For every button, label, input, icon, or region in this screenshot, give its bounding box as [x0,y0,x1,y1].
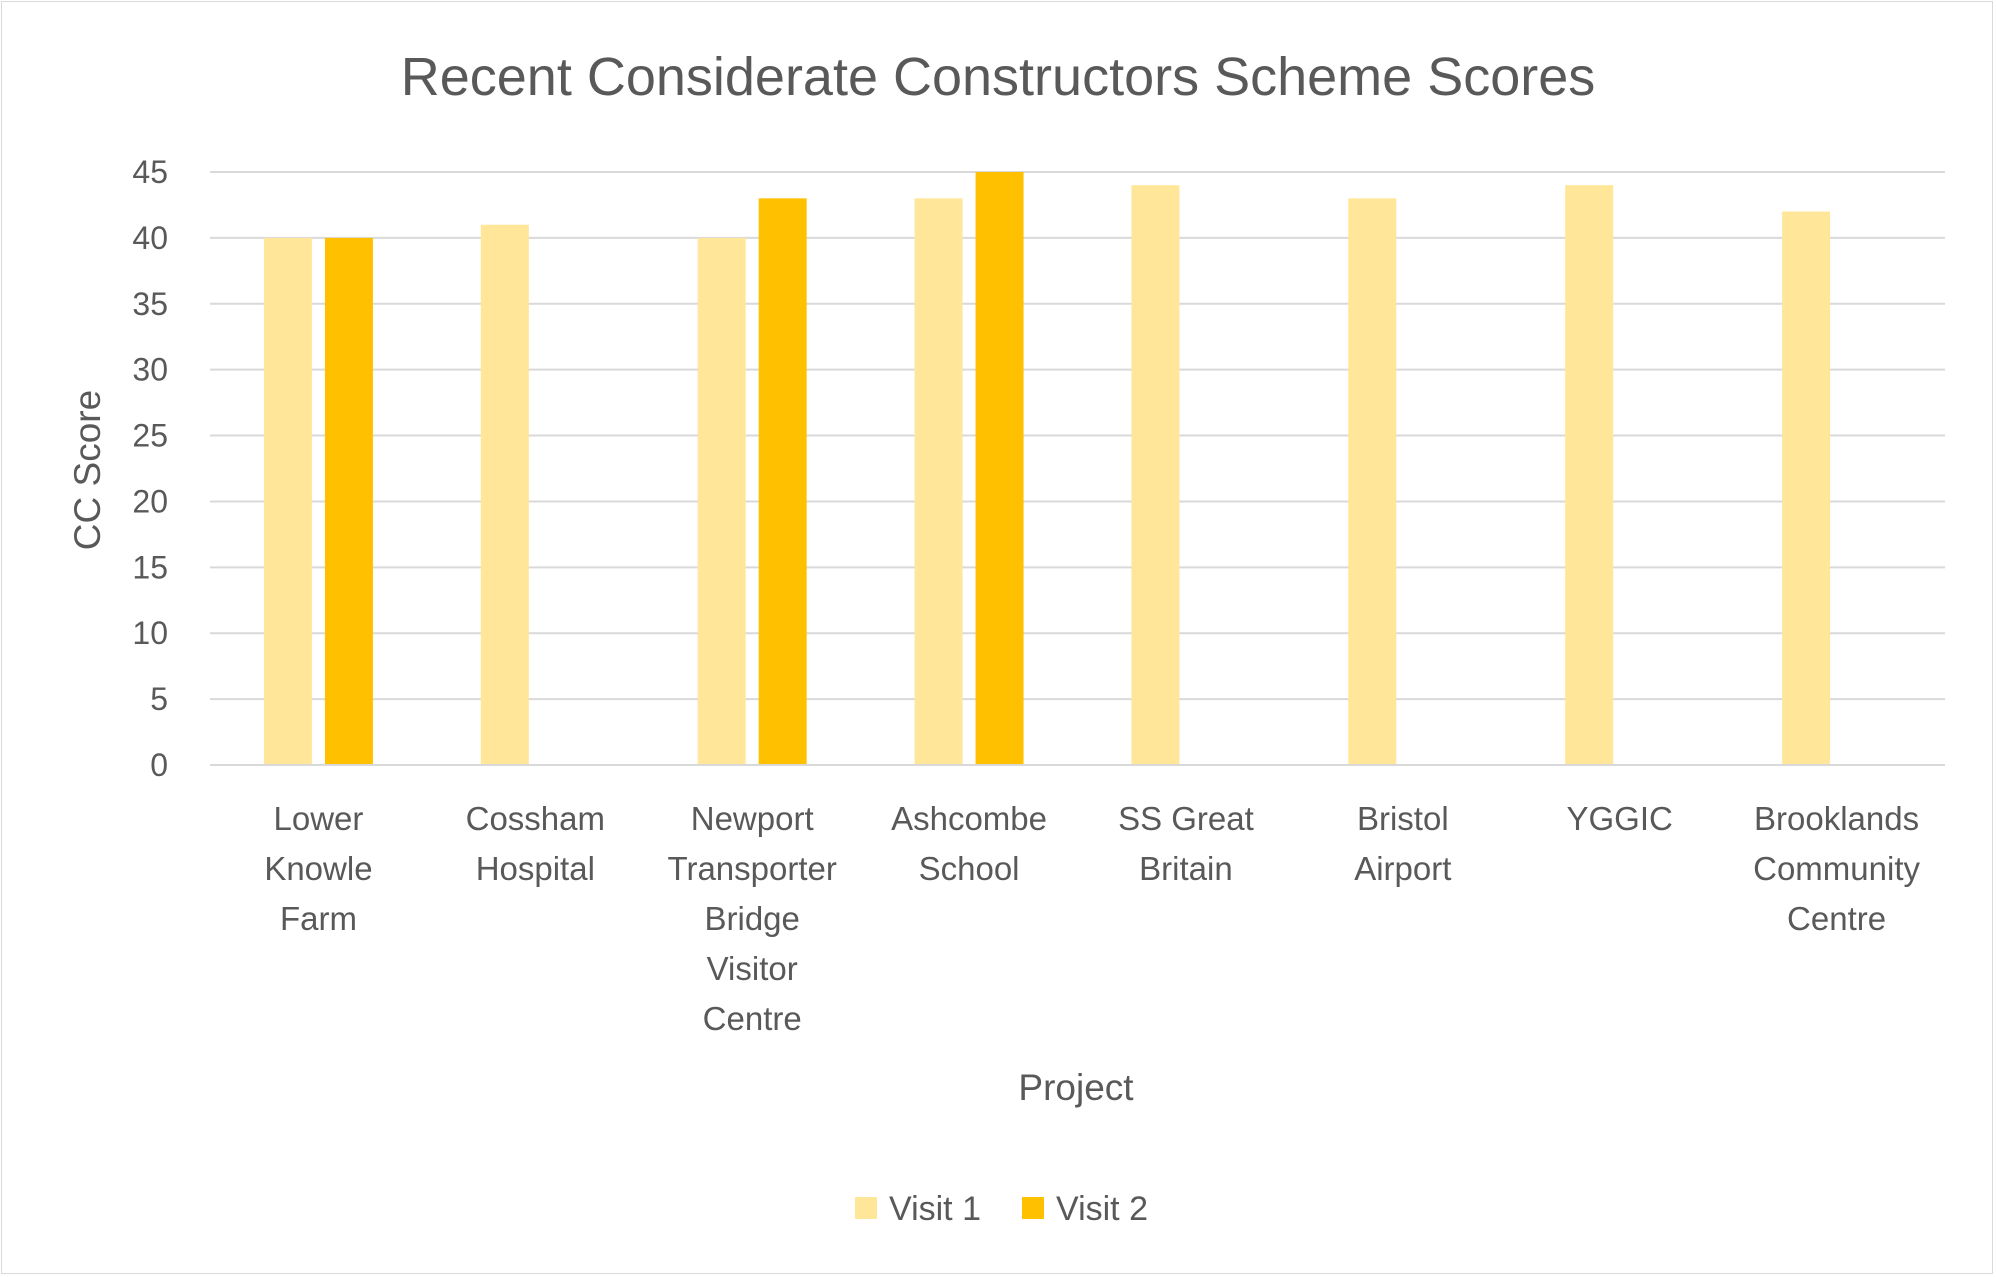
bar-visit-1 [1131,185,1180,765]
x-category-label-line: Lower [273,800,363,837]
y-tick-label: 20 [132,483,168,519]
bar-visit-1 [480,224,529,765]
legend-swatch [1022,1197,1044,1219]
legend: Visit 1 Visit 2 [855,1190,1148,1228]
x-category-label-line: School [919,850,1020,887]
x-category-label-line: Farm [280,900,357,937]
bars [263,172,1831,766]
x-category-label-line: Transporter [668,850,837,887]
y-tick-label: 10 [132,615,168,651]
y-tick-label: 25 [132,418,168,454]
y-tick-label: 5 [150,681,168,717]
x-category-label-line: Newport [691,800,814,837]
x-axis-categories: Lower Knowle Farm Cossham Hospital Newport Tra… [264,800,1920,1037]
x-category-label-line: SS Great [1118,800,1254,837]
y-tick-label: 35 [132,286,168,322]
bar-visit-1 [914,198,963,765]
bar-visit-1 [1348,198,1397,765]
x-category-label-line: Bridge [704,900,799,937]
x-category-label-line: Britain [1139,850,1233,887]
x-category-label-line: Visitor [707,950,798,987]
y-tick-label: 15 [132,549,168,585]
x-category-label-line: Bristol [1357,800,1449,837]
x-category-label: Ashcombe School [891,800,1047,887]
legend-swatch [855,1197,877,1219]
bar-visit-1 [1565,185,1614,765]
legend-label: Visit 1 [889,1190,981,1228]
x-category-label: Newport Transporter Bridge Visitor Centre [668,800,837,1037]
x-category-label-line: Centre [1787,900,1886,937]
x-category-label-line: Cossham [466,800,605,837]
y-tick-label: 40 [132,220,168,256]
x-category-label-line: Airport [1354,850,1451,887]
bar-visit-1 [263,237,312,765]
y-tick-label: 30 [132,352,168,388]
bar-visit-2 [758,198,807,765]
x-category-label-line: Hospital [476,850,595,887]
y-tick-label: 0 [150,747,168,783]
legend-label: Visit 2 [1056,1190,1148,1228]
bar-visit-2 [975,172,1024,765]
bar-visit-1 [1782,211,1831,766]
y-axis-title: CC Score [67,390,108,550]
y-axis-ticks: 0 5 10 15 20 25 30 35 40 45 [132,154,168,783]
x-category-label: Lower Knowle Farm [264,800,372,937]
x-axis-title: Project [1018,1067,1134,1108]
x-category-label: SS Great Britain [1118,800,1254,887]
gridlines [210,171,1945,701]
chart-title: Recent Considerate Constructors Scheme S… [401,47,1596,107]
x-category-label-line: Knowle [264,850,372,887]
x-category-label-line: YGGIC [1567,800,1673,837]
y-tick-label: 45 [132,154,168,190]
x-category-label-line: Centre [703,1000,802,1037]
x-category-label-line: Ashcombe [891,800,1047,837]
x-category-label: YGGIC [1567,800,1673,837]
bar-visit-2 [324,237,373,765]
x-category-label-line: Community [1753,850,1920,887]
x-category-label: Bristol Airport [1354,800,1451,887]
x-category-label-line: Brooklands [1754,800,1919,837]
x-category-label: Brooklands Community Centre [1753,800,1920,937]
bar-visit-1 [697,237,746,765]
x-category-label: Cossham Hospital [466,800,605,887]
